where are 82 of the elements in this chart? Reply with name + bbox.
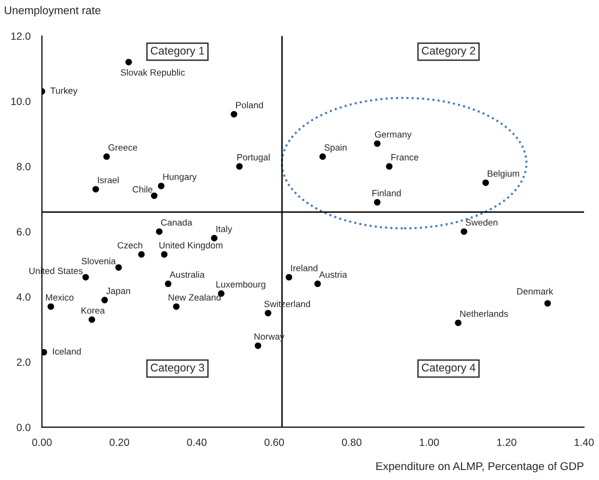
annotation: Ireland (291, 264, 318, 272)
x-tick-label: 0.80 (342, 438, 362, 446)
annotation: Category 1 (150, 46, 204, 57)
annotation: Israel (98, 176, 119, 184)
x-axis-title: Expenditure on ALMP, Percentage of GDP (376, 462, 584, 472)
point (92, 186, 100, 192)
annotation: Turkey (50, 87, 78, 96)
x-tick-label: 0.00 (32, 438, 52, 446)
point (158, 182, 164, 190)
x-tick-label: 0.60 (264, 438, 284, 446)
annotation: Denmark (517, 288, 554, 295)
point (173, 303, 180, 310)
annotation: Italy (216, 226, 232, 234)
point (161, 251, 168, 258)
point (319, 153, 326, 160)
point (42, 348, 48, 356)
annotation: Iceland (53, 348, 81, 355)
point (115, 264, 122, 271)
point (314, 280, 321, 288)
annotation: Hungary (163, 174, 197, 182)
annotation: Japan (106, 288, 130, 296)
annotation: Greece (108, 144, 138, 151)
annotation: Finland (372, 190, 401, 196)
annotation: Germany (374, 131, 412, 140)
point (254, 342, 262, 349)
point (156, 228, 163, 235)
annotation: Sweden (466, 219, 498, 226)
y-tick-label: 4.0 (16, 293, 30, 301)
point (460, 228, 468, 235)
point (138, 251, 145, 258)
point (210, 234, 218, 242)
annotation: Category 3 (150, 364, 204, 374)
annotation: Slovak Republic (120, 69, 185, 78)
annotation: Portugal (237, 154, 270, 162)
x-tick-label: 1.20 (497, 438, 516, 446)
annotation: United Kingdom (159, 242, 222, 250)
point (82, 274, 89, 280)
annotation: Netherlands (460, 310, 508, 317)
point (374, 199, 381, 206)
point (286, 274, 292, 280)
point (101, 296, 108, 304)
y-tick-label: 12.0 (11, 32, 30, 40)
annotation: Poland (236, 102, 263, 108)
point (150, 192, 158, 199)
y-tick-label: 2.0 (16, 358, 30, 366)
annotation: Category 4 (422, 364, 476, 374)
annotation: Korea (82, 307, 105, 314)
point (230, 110, 238, 118)
annotation: Austria (319, 271, 348, 278)
y-axis-title: Unemployment rate (4, 6, 100, 16)
point (125, 58, 132, 66)
y-tick-label: 6.0 (16, 228, 30, 236)
annotation: Canada (161, 219, 192, 226)
x-tick-label: 0.20 (110, 438, 130, 446)
point (48, 303, 54, 310)
y-tick-label: 10.0 (11, 98, 30, 106)
x-tick-label: 1.00 (420, 438, 439, 446)
annotation: France (391, 154, 418, 160)
annotation: Slovenia (82, 258, 116, 264)
point (454, 320, 462, 326)
annotation: Chile (132, 186, 152, 193)
point (88, 316, 96, 323)
annotation: Luxembourg (216, 280, 266, 290)
annotation: New Zealand (168, 294, 221, 301)
point (374, 140, 381, 147)
x-tick-label: 1.40 (574, 438, 594, 446)
annotation: Czech (118, 242, 142, 248)
annotation: Category 2 (422, 46, 476, 57)
annotation: Mexico (46, 294, 74, 301)
annotation: Belgium (488, 170, 520, 179)
point (482, 179, 489, 186)
annotation: Australia (170, 271, 205, 278)
point (264, 310, 272, 316)
point (103, 153, 110, 160)
y-tick-label: 0.0 (16, 424, 30, 432)
point (164, 280, 172, 288)
point (236, 163, 243, 170)
point (544, 300, 551, 307)
annotation: Spain (324, 144, 347, 152)
y-tick-label: 8.0 (16, 162, 30, 170)
point (386, 163, 393, 170)
x-tick-label: 0.40 (187, 438, 207, 446)
